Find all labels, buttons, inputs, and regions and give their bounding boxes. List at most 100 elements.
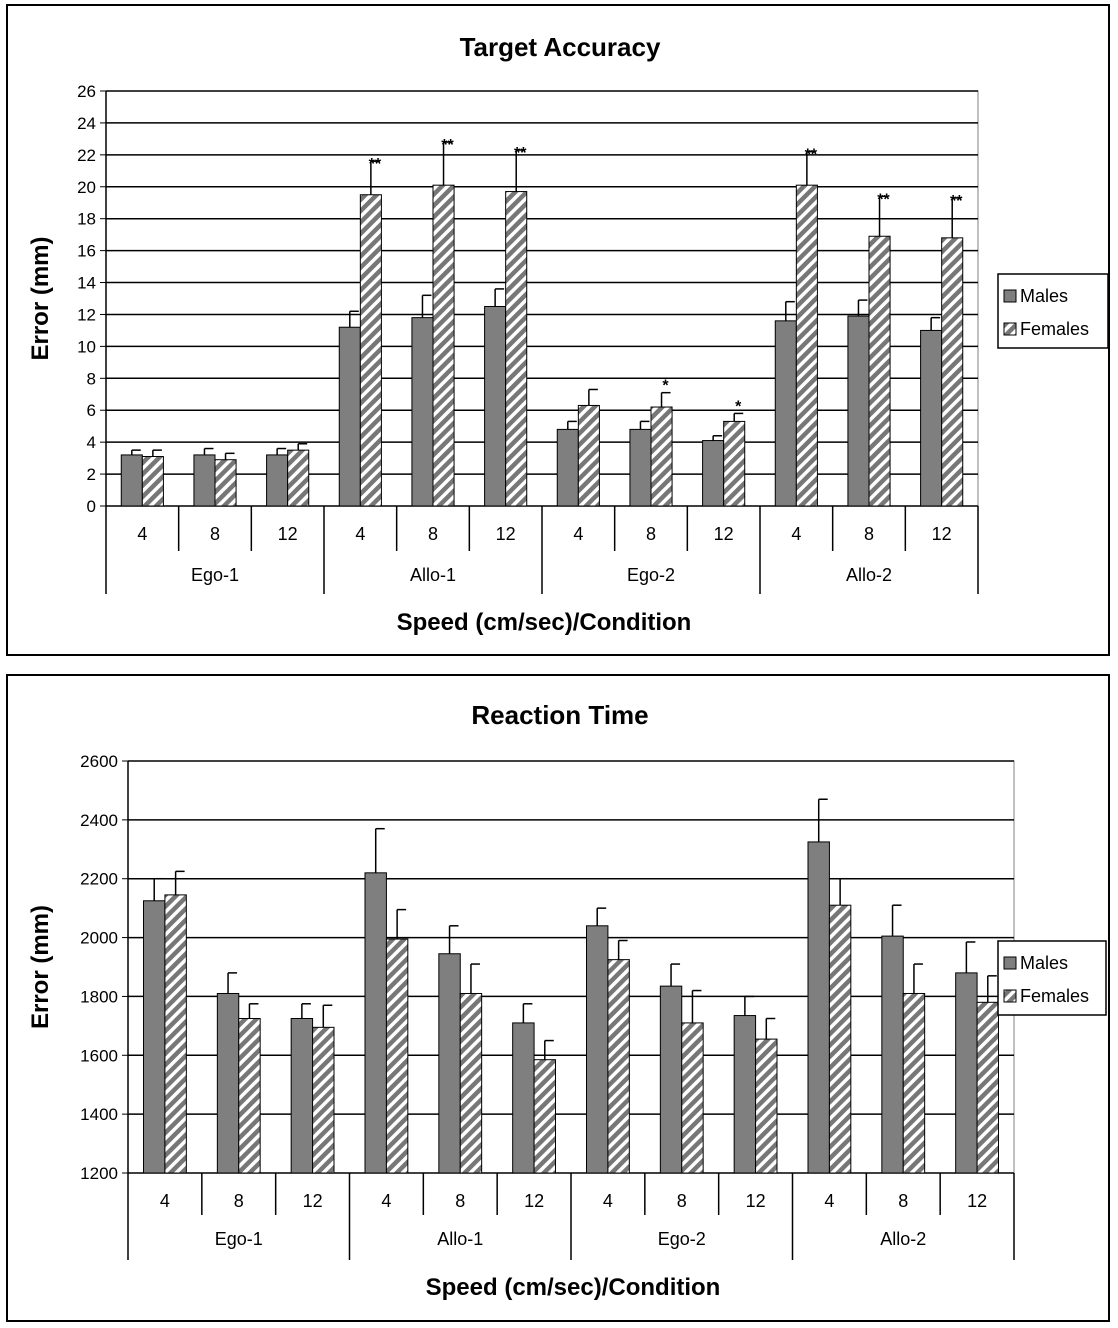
x-tick-label: 8	[898, 1191, 908, 1211]
bar-females	[505, 191, 528, 507]
y-tick-label: 2200	[80, 870, 118, 889]
bar-males	[193, 454, 216, 507]
significance-marker: **	[369, 156, 382, 173]
bar-males	[920, 329, 943, 507]
bar-females	[976, 1001, 999, 1174]
legend-label-females: Females	[1020, 319, 1089, 339]
target-accuracy-panel: Target Accuracy 0 2 4 6 8 10 12 14 16 18 20 22 24 26 Er…	[6, 4, 1110, 656]
y-tick-label: 20	[77, 178, 96, 197]
bar-females	[238, 1018, 261, 1174]
bar-females	[287, 449, 310, 507]
legend-swatch-males	[1003, 956, 1017, 970]
x-tick-label: 12	[967, 1191, 987, 1211]
legend-swatch-females	[1003, 989, 1017, 1003]
bar-females	[828, 904, 852, 1174]
x-tick-label: 4	[355, 524, 365, 544]
target-accuracy-chart: Target Accuracy02468101214161820222426Er…	[27, 32, 1108, 636]
plot-area	[127, 760, 1015, 1174]
y-tick-label: 24	[77, 114, 96, 133]
bar-females	[681, 1022, 704, 1174]
y-axis-title: Error (mm)	[27, 905, 54, 1029]
y-tick-label: 2600	[80, 752, 118, 771]
legend-label-males: Males	[1020, 286, 1068, 306]
bar-males	[629, 428, 652, 507]
significance-marker: *	[662, 378, 669, 395]
significance-marker: **	[441, 137, 454, 154]
group-label: Allo-1	[410, 565, 456, 585]
y-tick-label: 1200	[80, 1164, 118, 1183]
legend-swatch-males	[1003, 289, 1017, 303]
bar-males	[512, 1022, 535, 1174]
x-tick-label: 12	[278, 524, 298, 544]
y-tick-label: 26	[77, 82, 96, 101]
y-tick-label: 1600	[80, 1046, 118, 1065]
bar-males	[955, 972, 978, 1174]
bar-females	[385, 938, 409, 1174]
legend-swatch-females	[1003, 322, 1017, 336]
x-tick-label: 8	[646, 524, 656, 544]
group-label: Allo-2	[846, 565, 892, 585]
bar-males	[484, 305, 507, 507]
bar-males	[881, 935, 904, 1174]
y-tick-label: 2400	[80, 811, 118, 830]
group-label: Ego-1	[215, 1229, 263, 1249]
bar-females	[312, 1026, 335, 1174]
legend-box	[997, 940, 1107, 1016]
significance-marker: *	[735, 398, 742, 415]
x-tick-label: 4	[573, 524, 583, 544]
bar-females	[359, 194, 382, 507]
x-tick-label: 8	[677, 1191, 687, 1211]
bar-females	[432, 184, 455, 507]
bar-males	[659, 985, 683, 1174]
bar-males	[774, 320, 797, 507]
x-tick-label: 12	[714, 524, 734, 544]
x-tick-label: 4	[791, 524, 801, 544]
y-tick-label: 16	[77, 242, 96, 261]
legend-label-females: Females	[1020, 986, 1089, 1006]
y-tick-label: 10	[77, 337, 96, 356]
x-tick-label: 12	[524, 1191, 544, 1211]
x-tick-label: 4	[381, 1191, 391, 1211]
x-tick-label: 8	[428, 524, 438, 544]
group-label: Ego-2	[627, 565, 675, 585]
x-tick-label: 8	[234, 1191, 244, 1211]
x-tick-label: 8	[455, 1191, 465, 1211]
y-tick-label: 12	[77, 305, 96, 324]
bar-males	[438, 953, 461, 1174]
bar-males	[411, 317, 434, 507]
x-tick-label: 4	[137, 524, 147, 544]
legend-box	[997, 273, 1108, 349]
y-tick-label: 8	[87, 369, 96, 388]
bar-females	[141, 456, 164, 507]
group-label: Allo-1	[437, 1229, 483, 1249]
plot-area	[105, 90, 979, 507]
chart-title: Target Accuracy	[460, 32, 661, 62]
y-tick-label: 22	[77, 146, 96, 165]
y-axis-title: Error (mm)	[27, 236, 54, 360]
x-tick-label: 8	[864, 524, 874, 544]
bar-females	[459, 992, 483, 1174]
group-label: Allo-2	[880, 1229, 926, 1249]
bar-females	[533, 1059, 556, 1174]
significance-marker: **	[950, 193, 963, 210]
significance-marker: **	[514, 145, 527, 162]
bar-females	[607, 959, 630, 1174]
reaction-time-chart: Reaction Time 1200 1400 1600 1800 2000 2200 240…	[27, 700, 1107, 1301]
x-tick-label: 4	[824, 1191, 834, 1211]
bar-females	[795, 184, 818, 507]
group-label: Ego-2	[658, 1229, 706, 1249]
group-label: Ego-1	[191, 565, 239, 585]
bar-males	[733, 1015, 757, 1174]
bar-males	[702, 440, 725, 507]
bar-males	[338, 326, 361, 507]
x-tick-label: 12	[303, 1191, 323, 1211]
x-tick-label: 12	[932, 524, 952, 544]
bar-males	[290, 1018, 314, 1174]
bar-males	[364, 872, 387, 1174]
x-axis-title: Speed (cm/sec)/Condition	[426, 1274, 721, 1301]
bar-females	[868, 235, 891, 507]
bar-males	[847, 315, 870, 507]
bar-males	[143, 900, 166, 1174]
y-tick-label: 0	[87, 497, 96, 516]
reaction-time-panel: Reaction Time 1200 1400 1600 1800 2000 2200 240…	[6, 674, 1110, 1322]
